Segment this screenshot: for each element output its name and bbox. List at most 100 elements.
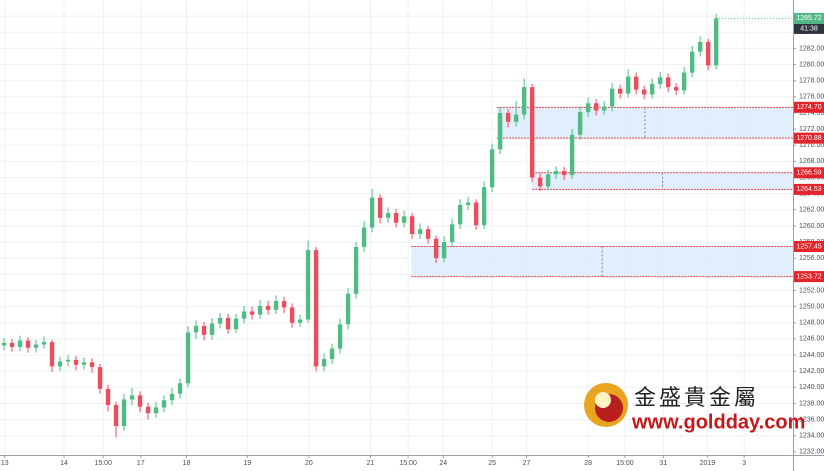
- candle-body: [249, 311, 255, 315]
- candle-body: [305, 250, 311, 320]
- candle-body: [369, 197, 375, 228]
- candle-body: [321, 359, 327, 367]
- x-tick-label: 14: [60, 460, 68, 467]
- candle-body: [489, 149, 495, 188]
- candle-body: [441, 242, 447, 259]
- candle-body: [225, 317, 231, 330]
- candle-body: [113, 405, 119, 427]
- candle-body: [609, 88, 615, 107]
- candle-body: [649, 83, 655, 95]
- candle-body: [97, 367, 103, 389]
- candle-body: [689, 51, 695, 73]
- candle-body: [577, 112, 583, 135]
- x-tick-label: 2019: [700, 460, 716, 467]
- logo-highlight: [595, 392, 611, 408]
- zone-label-box: [794, 132, 824, 144]
- x-tick-label: 13: [1, 460, 9, 467]
- candle-body: [289, 307, 295, 323]
- zone-label-box: [794, 167, 824, 179]
- candle-body: [601, 106, 607, 111]
- candle-body: [361, 227, 367, 247]
- candle-body: [345, 293, 351, 325]
- y-tick-label: 1272.00: [799, 126, 824, 133]
- y-tick-label: 1240.00: [799, 384, 824, 391]
- candle-body: [681, 72, 687, 91]
- candle-body: [49, 342, 55, 367]
- candle-body: [89, 362, 95, 368]
- candle-body: [41, 342, 47, 345]
- candle-body: [353, 246, 359, 294]
- candle-body: [417, 229, 423, 234]
- x-tick-label: 19: [243, 460, 251, 467]
- candle-body: [161, 400, 167, 408]
- candle-body: [521, 87, 527, 115]
- zone-label: 1274.70: [796, 104, 821, 111]
- candle-body: [673, 87, 679, 91]
- candle-body: [553, 171, 559, 175]
- zone-label: 1270.88: [796, 135, 821, 142]
- y-tick-label: 1238.00: [799, 400, 824, 407]
- y-tick-label: 1268.00: [799, 158, 824, 165]
- candle-body: [401, 216, 407, 223]
- candle-body: [625, 76, 631, 94]
- candle-body: [25, 340, 31, 348]
- y-tick-label: 1282.00: [799, 45, 824, 52]
- candle-body: [65, 359, 71, 362]
- candle-body: [33, 344, 39, 348]
- y-tick-label: 1232.00: [799, 449, 824, 456]
- candle-body: [137, 395, 143, 407]
- candle-body: [233, 318, 239, 330]
- candle-body: [105, 388, 111, 406]
- candle-body: [153, 407, 159, 414]
- candle-body: [193, 325, 199, 333]
- zone-label-box: [794, 271, 824, 283]
- y-tick-label: 1246.00: [799, 336, 824, 343]
- y-tick-label: 1234.00: [799, 433, 824, 440]
- candle-body: [265, 305, 271, 310]
- brand-name: 金盛貴金屬: [634, 385, 759, 410]
- zone-label: 1253.72: [796, 273, 821, 280]
- candle-body: [217, 317, 223, 324]
- candle-body: [433, 238, 439, 259]
- zone-label-box: [794, 101, 824, 113]
- candle-body: [297, 319, 303, 323]
- last-price-label: 1285.72: [796, 15, 821, 22]
- zone-label-box: [794, 183, 824, 195]
- x-tick-label: 18: [183, 460, 191, 467]
- brand-url: www.goldday.com: [631, 411, 805, 433]
- y-tick-label: 1260.00: [799, 223, 824, 230]
- candle-body: [177, 383, 183, 394]
- candle-body: [457, 204, 463, 225]
- candle-body: [505, 112, 511, 122]
- candle-body: [9, 342, 15, 347]
- candle-body: [377, 197, 383, 218]
- zone-label: 1264.53: [796, 186, 821, 193]
- x-tick-label: 24: [439, 460, 447, 467]
- last-price-box: [794, 12, 824, 24]
- candle-body: [145, 406, 151, 414]
- countdown-box: [794, 23, 824, 34]
- candle-body: [73, 359, 79, 365]
- y-tick-label: 1236.00: [799, 416, 824, 423]
- x-tick-label: 28: [584, 460, 592, 467]
- candle-body: [201, 325, 207, 335]
- candle-body: [593, 103, 599, 111]
- x-tick-label: 3: [742, 460, 746, 467]
- candle-body: [561, 171, 567, 176]
- candle-body: [473, 202, 479, 226]
- zone-label: 1257.45: [796, 243, 821, 250]
- candle-body: [537, 177, 543, 187]
- candle-body: [657, 77, 663, 84]
- candle-body: [129, 395, 135, 400]
- watermark: 金盛貴金屬 www.goldday.com: [584, 383, 805, 433]
- candle-body: [713, 18, 719, 66]
- y-tick-label: 1270.00: [799, 142, 824, 149]
- candle-body: [465, 202, 471, 205]
- candle-body: [121, 399, 127, 427]
- candle-body: [185, 332, 191, 384]
- y-tick-label: 1248.00: [799, 320, 824, 327]
- candle-body: [81, 362, 87, 365]
- candle-body: [545, 174, 551, 187]
- x-tick-label: 17: [137, 460, 145, 467]
